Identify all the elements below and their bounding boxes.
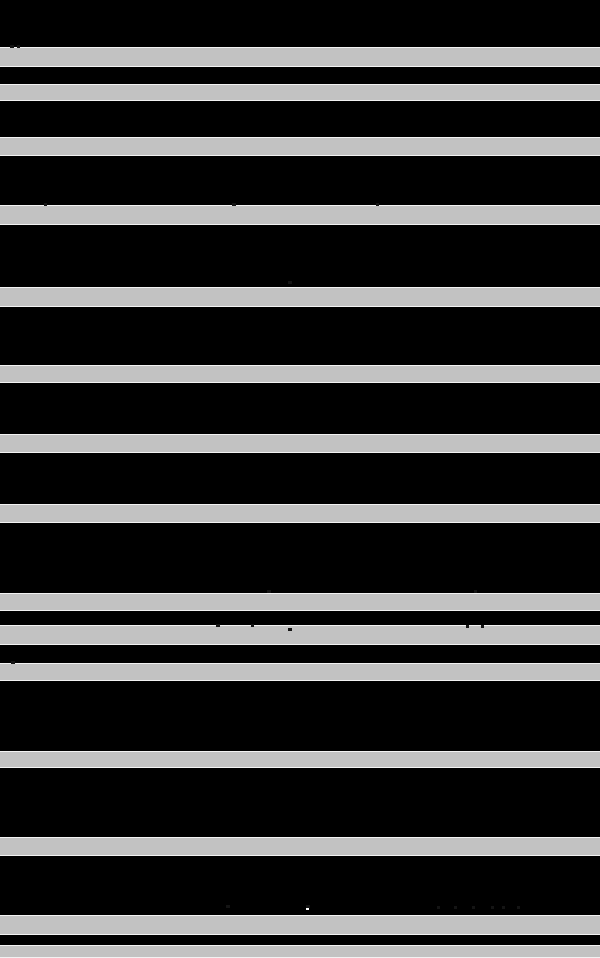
content-row-bar-8 [0,504,600,523]
glyph-fragment-mark-1 [10,45,14,48]
content-row-bar-7 [0,434,600,453]
glyph-fragment-mark-5 [376,203,379,206]
glyph-fragment-mark-21 [502,906,505,909]
glyph-fragment-mark-3 [44,203,47,206]
glyph-fragment-mark-12 [466,625,469,628]
content-row-bar-11 [0,663,600,681]
content-row-bar-12 [0,751,600,768]
white-speck-1 [306,908,309,910]
glyph-fragment-mark-16 [306,905,310,908]
glyph-fragment-mark-9 [216,624,220,627]
glyph-fragment-mark-15 [226,905,230,908]
content-row-bar-2 [0,84,600,101]
glyph-fragment-mark-13 [481,625,484,628]
content-row-bar-15 [0,945,600,958]
glyph-fragment-mark-19 [472,906,475,909]
glyph-fragment-mark-11 [288,628,292,631]
content-row-bar-14 [0,915,600,935]
glyph-fragment-mark-2 [17,45,20,48]
content-row-bar-10 [0,625,600,645]
glyph-fragment-mark-7 [267,590,271,593]
content-row-bar-4 [0,205,600,225]
glyph-fragment-mark-17 [437,906,440,909]
glyph-fragment-mark-10 [251,624,254,627]
glyph-fragment-mark-22 [517,906,520,909]
content-row-bar-5 [0,287,600,307]
content-row-bar-13 [0,837,600,856]
glyph-fragment-mark-8 [474,590,477,593]
glyph-fragment-mark-18 [454,906,457,909]
content-row-bar-1 [0,47,600,67]
content-row-bar-6 [0,365,600,383]
glyph-fragment-mark-4 [232,203,236,206]
content-row-bar-9 [0,593,600,611]
glyph-fragment-mark-20 [491,906,494,909]
content-row-bar-3 [0,137,600,156]
glyph-fragment-mark-14 [11,661,15,664]
glyph-fragment-mark-6 [288,281,292,284]
